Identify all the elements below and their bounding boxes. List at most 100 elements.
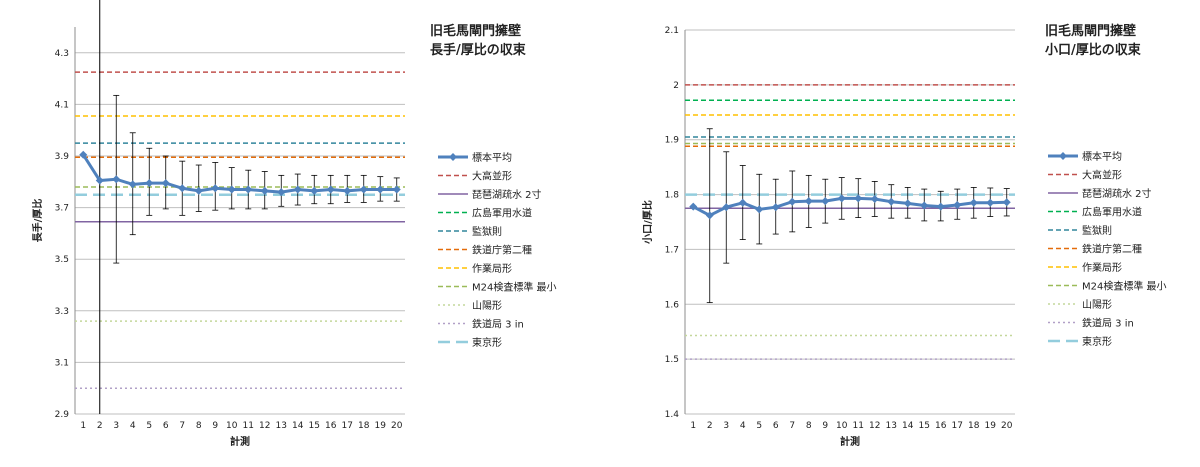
series-line [692,196,1007,218]
x-axis-title: 計測 [230,435,250,448]
data-point [145,179,154,188]
legend-label: M24検査標準 最小 [1082,280,1167,293]
data-point [936,202,945,211]
legend-label: 東京形 [1082,335,1112,348]
x-tick-label: 7 [179,421,185,431]
legend-label: M24検査標準 最小 [472,281,557,294]
x-tick-label: 11 [243,421,254,431]
y-tick-label: 4.1 [55,100,69,110]
data-point [95,176,104,185]
data-point [310,186,319,195]
x-tick-label: 12 [259,421,270,431]
data-point [343,186,352,195]
x-tick-label: 19 [375,421,387,431]
x-tick-label: 8 [806,421,812,431]
y-tick-label: 3.1 [55,358,69,368]
data-point [837,194,846,203]
data-point [920,201,929,210]
x-tick-label: 3 [113,421,119,431]
x-tick-label: 14 [902,421,914,431]
y-tick-label: 3.7 [55,204,69,214]
chart-title-line: 旧毛馬閘門擁壁 [1045,23,1136,39]
x-tick-label: 16 [325,421,337,431]
data-point [722,203,731,212]
x-tick-label: 16 [935,421,947,431]
x-tick-label: 2 [707,421,713,431]
y-tick-label: 3.3 [55,307,69,317]
y-tick-label: 1.9 [665,136,680,146]
data-point [293,185,302,194]
x-tick-label: 1 [80,421,86,431]
data-point [277,188,286,197]
x-tick-label: 20 [391,421,403,431]
legend-label: 広島軍用水道 [472,207,532,220]
y-tick-label: 3.5 [55,255,69,265]
x-tick-label: 5 [146,421,152,431]
legend-label: 大高並形 [472,170,512,183]
legend-label: 鉄道局 3 in [1082,317,1134,330]
x-tick-label: 13 [276,421,287,431]
x-tick-label: 18 [358,421,370,431]
legend-label: 標本平均 [1082,150,1122,163]
chart-long-ratio: 2.93.13.33.53.73.94.14.31 2 3 4 5 6 7 8 9 10 11 12 1… [31,0,557,448]
chart-title-line: 長手/厚比の収束 [430,42,527,58]
x-tick-label: 2 [97,421,103,431]
chart-short-ratio: 1.41.51.61.71.81.922.11 2 3 4 5 6 7 8 9 10 11 12 13 1… [641,23,1167,448]
y-tick-label: 1.7 [665,245,679,255]
legend-label: 監獄則 [1082,224,1112,237]
data-point [112,175,121,184]
legend-label: 作業局形 [1082,261,1122,274]
data-point [1002,198,1011,207]
data-point [128,180,137,189]
x-tick-label: 6 [773,421,779,431]
data-point [705,211,714,220]
data-point [738,198,747,207]
data-point [821,197,830,206]
x-tick-label: 17 [342,421,353,431]
x-tick-label: 19 [985,421,997,431]
x-tick-label: 9 [822,421,828,431]
y-tick-label: 2.1 [665,26,679,36]
data-point [903,199,912,208]
data-point [887,197,896,206]
data-point [359,185,368,194]
data-point [854,194,863,203]
data-point [211,184,220,193]
legend-label: 山陽形 [472,300,502,312]
data-point [194,186,203,195]
legend-label: 広島軍用水道 [1082,206,1142,219]
data-point [870,194,879,203]
data-point [969,198,978,207]
legend-marker [449,153,457,161]
legend-label: 監獄則 [472,225,502,238]
data-point [986,198,995,207]
data-point [79,150,88,159]
data-point [161,179,170,188]
data-point [260,186,269,195]
data-point [392,185,401,194]
data-point [376,185,385,194]
y-tick-label: 1.8 [665,191,680,201]
x-tick-label: 17 [952,421,963,431]
x-tick-label: 12 [869,421,880,431]
chart-title-line: 小口/厚比の収束 [1045,42,1142,58]
x-tick-label: 7 [789,421,795,431]
x-tick-label: 15 [919,421,930,431]
x-tick-label: 6 [163,421,169,431]
x-tick-label: 3 [723,421,729,431]
legend-label: 作業局形 [472,262,512,275]
y-axis-title: 長手/厚比 [31,199,44,243]
x-tick-label: 14 [292,421,304,431]
data-point [953,200,962,209]
y-tick-label: 4.3 [55,49,69,59]
legend-label: 山陽形 [1082,299,1112,311]
legend-label: 鉄道局 3 in [472,318,524,331]
data-point [788,197,797,206]
y-tick-label: 1.4 [665,410,680,420]
data-point [689,202,698,211]
data-point [326,185,335,194]
x-tick-label: 8 [196,421,202,431]
x-tick-label: 1 [690,421,696,431]
legend-label: 琵琶湖疏水 2寸 [472,188,542,201]
